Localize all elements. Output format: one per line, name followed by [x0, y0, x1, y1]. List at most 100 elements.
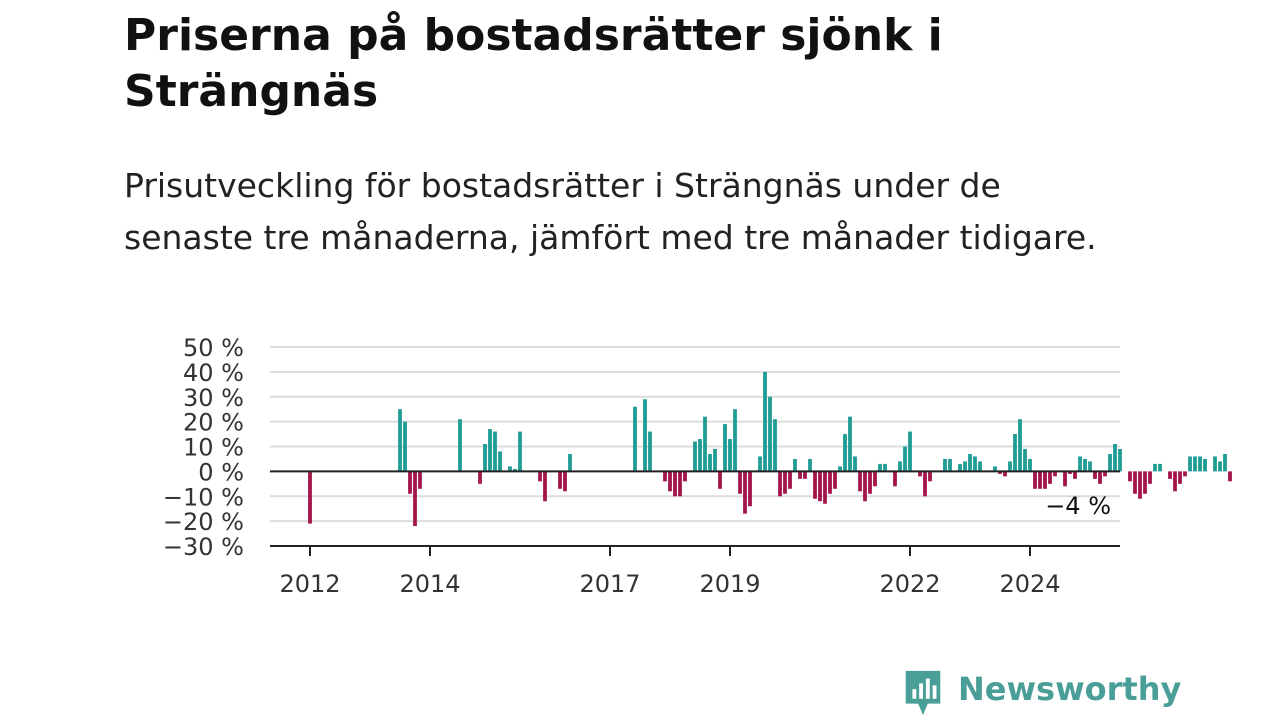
bar	[728, 439, 732, 472]
bar	[908, 431, 912, 472]
bar	[713, 448, 717, 472]
bar	[1148, 471, 1152, 484]
y-tick-label: 50 %	[183, 334, 244, 362]
bar	[558, 471, 562, 489]
bar	[1118, 448, 1122, 472]
bar	[1198, 456, 1202, 472]
bar	[993, 466, 997, 472]
bar	[1038, 471, 1042, 489]
bar	[543, 471, 547, 502]
bars	[308, 371, 1232, 527]
bar	[483, 444, 487, 472]
bar	[943, 458, 947, 472]
chart-subtitle: Prisutveckling för bostadsrätter i Strän…	[124, 166, 1097, 257]
bar	[418, 471, 422, 489]
bar	[563, 471, 567, 492]
bar	[868, 471, 872, 494]
bar	[923, 471, 927, 497]
bar	[1228, 471, 1232, 482]
bar	[748, 471, 752, 507]
bar	[878, 463, 882, 472]
bar	[478, 471, 482, 484]
bar	[413, 471, 417, 527]
bar	[1203, 458, 1207, 472]
bar	[968, 453, 972, 472]
bar	[818, 471, 822, 502]
bar	[678, 471, 682, 497]
bar	[1088, 461, 1092, 472]
bar	[903, 446, 907, 472]
bar	[1068, 471, 1072, 474]
bar	[1168, 471, 1172, 479]
bar	[798, 471, 802, 479]
brand-name: Newsworthy	[958, 670, 1182, 708]
bar	[813, 471, 817, 499]
bar	[508, 466, 512, 472]
bar	[1188, 456, 1192, 472]
bar	[998, 471, 1002, 474]
bar	[963, 461, 967, 472]
bar	[1008, 461, 1012, 472]
x-tick-label: 2014	[399, 570, 460, 598]
bar	[1023, 448, 1027, 472]
bar	[398, 409, 402, 472]
bar	[1113, 444, 1117, 472]
bar	[308, 471, 312, 524]
bar	[1033, 471, 1037, 489]
bar	[948, 458, 952, 472]
bar	[493, 431, 497, 472]
bar	[1083, 458, 1087, 472]
bar	[703, 416, 707, 472]
bar	[633, 406, 637, 472]
bar	[1158, 463, 1162, 472]
bar	[808, 458, 812, 472]
bar	[893, 471, 897, 487]
bar	[518, 431, 522, 472]
bar	[643, 399, 647, 472]
bar	[1178, 471, 1182, 484]
bar	[683, 471, 687, 482]
bar	[833, 471, 837, 489]
bar	[408, 471, 412, 494]
y-tick-label: 20 %	[183, 409, 244, 437]
x-tick-label: 2022	[879, 570, 940, 598]
bar	[733, 409, 737, 472]
bar	[1048, 471, 1052, 484]
bar	[648, 431, 652, 472]
bar	[1173, 471, 1177, 492]
bar	[978, 461, 982, 472]
bar	[513, 468, 517, 472]
bar	[568, 453, 572, 472]
bar	[863, 471, 867, 502]
bar	[778, 471, 782, 497]
bar	[718, 471, 722, 489]
grid-lines	[270, 346, 1120, 523]
bar	[828, 471, 832, 494]
bar	[1053, 471, 1057, 477]
y-tick-label: −10 %	[163, 483, 244, 511]
bar	[1223, 453, 1227, 472]
bar	[1093, 471, 1097, 479]
bar	[788, 471, 792, 489]
bar	[403, 421, 407, 472]
x-tick-label: 2012	[279, 570, 340, 598]
x-tick-label: 2024	[999, 570, 1060, 598]
bar	[858, 471, 862, 492]
bar	[488, 429, 492, 472]
bar	[663, 471, 667, 482]
bar	[848, 416, 852, 472]
bar	[458, 419, 462, 472]
bar	[668, 471, 672, 492]
bar	[1013, 434, 1017, 472]
bar	[838, 466, 842, 472]
bar	[1133, 471, 1137, 494]
y-tick-label: 40 %	[183, 359, 244, 387]
bar	[1063, 471, 1067, 487]
bar	[1128, 471, 1132, 482]
bar	[973, 456, 977, 472]
latest-value-annotation: −4 %	[1045, 492, 1111, 520]
bar	[773, 419, 777, 472]
bar	[843, 434, 847, 472]
bar	[1103, 471, 1107, 477]
bar	[1193, 456, 1197, 472]
